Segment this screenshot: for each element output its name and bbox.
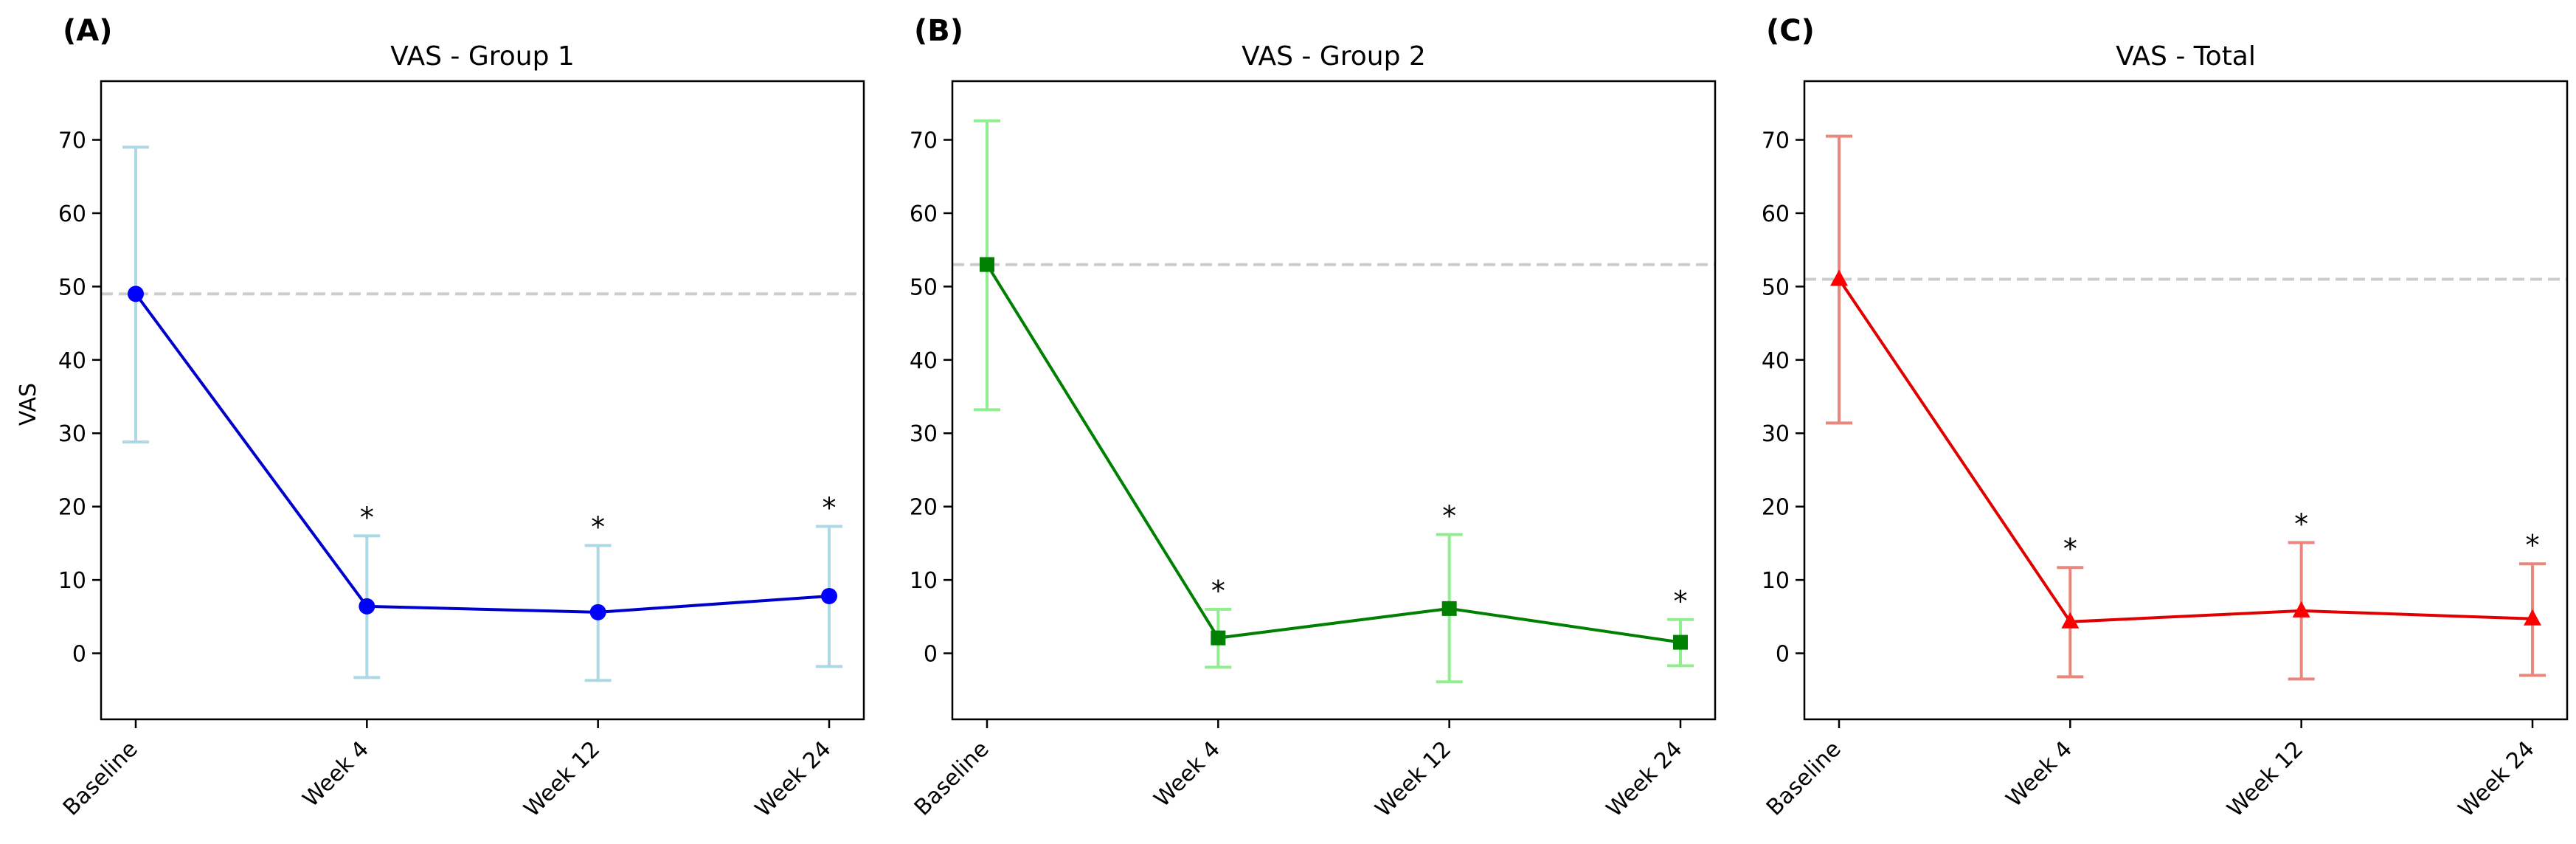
y-tick-label: 60 [58,201,86,227]
x-tick-label: Week 12 [2223,736,2309,823]
data-point [589,603,606,620]
x-tick-label: Week 12 [519,736,606,823]
data-point [359,598,375,615]
y-tick-label: 0 [72,642,86,668]
plot-frame [951,80,1717,721]
plot-frame [100,80,865,721]
x-tick-label: Baseline [58,736,143,821]
chart-title: VAS - Group 1 [390,41,575,72]
significance-mark: * [2294,508,2308,540]
x-tick-label: Week 24 [750,736,837,823]
y-tick-label: 70 [1762,128,1790,154]
x-tick-label: Week 12 [1371,736,1457,823]
y-tick-label: 10 [910,568,938,594]
x-tick-label: Week 24 [2454,736,2540,823]
y-tick-label: 50 [910,274,938,300]
y-axis-label: VAS [15,383,41,426]
data-point [980,257,994,272]
data-point [2524,609,2541,626]
y-tick-label: 20 [910,495,938,521]
panel-label: (A) [63,14,113,48]
significance-mark: * [1442,499,1456,532]
y-tick-label: 70 [58,128,86,154]
data-point [1441,601,1457,616]
x-tick-label: Week 24 [1602,736,1688,823]
significance-mark: * [823,492,837,525]
y-tick-label: 0 [924,642,938,668]
y-tick-label: 40 [910,348,938,374]
data-point [821,587,837,604]
data-point [1830,269,1848,286]
y-tick-label: 50 [58,274,86,300]
panel-label: (C) [1766,14,1815,48]
panel-label: (B) [914,14,963,48]
significance-mark: * [1211,575,1225,607]
data-point [2292,601,2310,618]
x-tick-label: Baseline [910,736,994,821]
y-tick-label: 30 [910,421,938,447]
significance-mark: * [1674,585,1688,618]
data-point [1673,634,1688,650]
significance-mark: * [2063,533,2077,565]
y-tick-label: 10 [58,568,86,594]
significance-mark: * [591,511,605,543]
y-tick-label: 60 [1762,201,1790,227]
data-point [128,286,144,302]
y-tick-label: 30 [1762,421,1790,447]
y-tick-label: 60 [910,201,938,227]
y-tick-label: 40 [1762,348,1790,374]
series-line [1838,278,2533,623]
chart-title: VAS - Total [2116,41,2256,72]
y-tick-label: 30 [58,421,86,447]
plot-frame [1803,80,2569,721]
y-tick-label: 40 [58,348,86,374]
y-tick-label: 20 [58,495,86,521]
data-point [1211,630,1226,646]
chart-title: VAS - Group 2 [1242,41,1426,72]
series-line [134,293,830,614]
series-line [986,263,1681,644]
y-tick-label: 20 [1762,495,1790,521]
x-tick-label: Baseline [1762,736,1846,821]
significance-mark: * [2526,529,2540,561]
x-tick-label: Week 4 [298,736,374,812]
y-tick-label: 10 [1762,568,1790,594]
significance-mark: * [360,501,374,533]
data-point [2061,612,2080,629]
x-tick-label: Week 4 [2001,736,2077,812]
y-tick-label: 50 [1762,274,1790,300]
x-tick-label: Week 4 [1149,736,1225,812]
y-tick-label: 70 [910,128,938,154]
y-tick-label: 0 [1776,642,1790,668]
